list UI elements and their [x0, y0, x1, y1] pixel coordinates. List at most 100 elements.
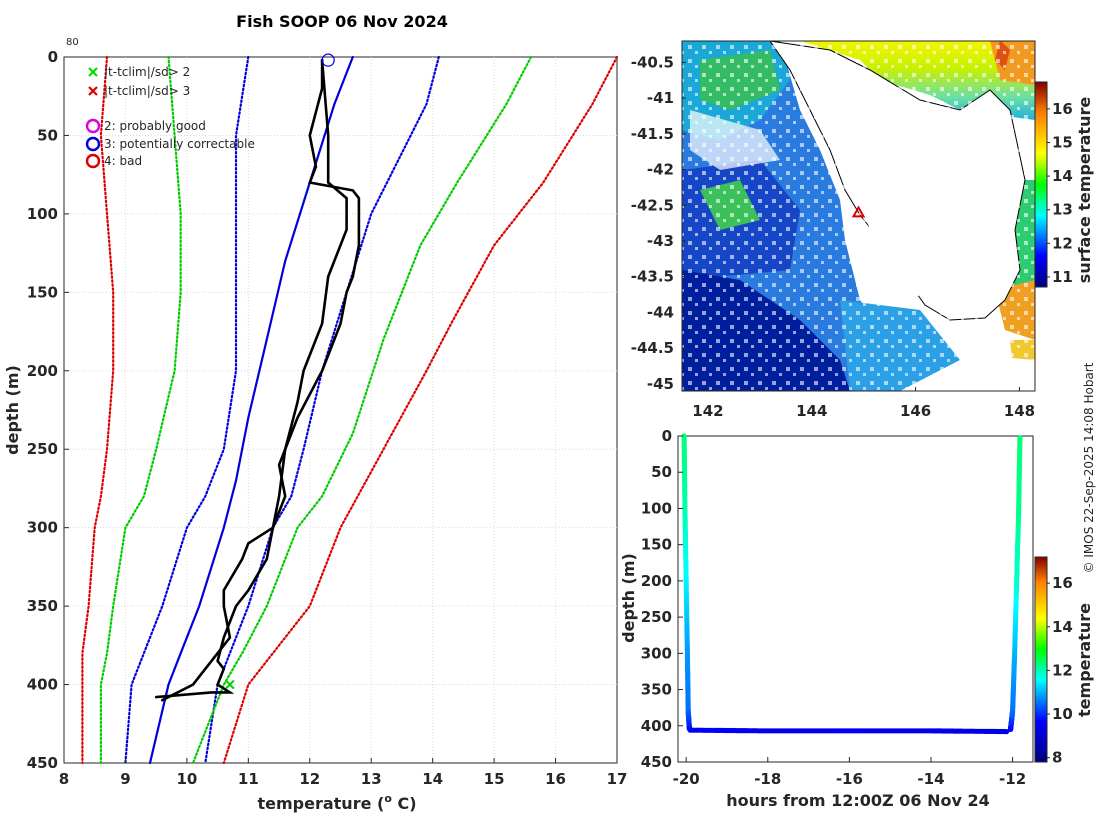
temperature-colorbar-tick-label: 10: [1052, 705, 1073, 723]
time-depth-ytick-label: 300: [641, 644, 672, 662]
time-depth-axes-box: [677, 435, 1034, 763]
map-ytick-label: -43.5: [631, 268, 674, 286]
corner-label: 80: [66, 37, 79, 48]
legend-label: 4: bad: [104, 154, 142, 168]
series-downcast: [681, 433, 693, 732]
sst-colorbar-ticks: 11 12 13 14 15 16: [1047, 100, 1073, 286]
time-depth-ytick-label: 350: [641, 681, 672, 699]
temperature-colorbar-tick-label: 14: [1052, 618, 1073, 636]
map-ytick-label: -42: [647, 161, 674, 179]
time-depth-series: [681, 433, 1023, 735]
map-xtick-label: 148: [1004, 402, 1035, 420]
time-depth-ytick-label: 200: [641, 572, 672, 590]
series-clim_plus2sd: [191, 55, 533, 765]
legend-circle-icon: [85, 153, 101, 169]
sst-map-field: [682, 41, 1035, 391]
time-depth-ticks: -20 -18 -16 -14 -12 0 50 100 150 200 250 300 350 400 4…: [641, 427, 1026, 788]
ship-position-marker: [851, 205, 866, 218]
profile-ytick-label: 450: [27, 754, 58, 772]
sst-colorbar: [1034, 81, 1048, 288]
map-ytick-label: -43: [647, 232, 674, 250]
profile-xlabel-unit: C): [392, 794, 417, 813]
profile-ylabel: depth (m): [3, 365, 22, 455]
legend-item: 2: probably good: [85, 118, 206, 134]
profile-xtick-label: 10: [176, 770, 197, 788]
legend-circle-icon: [85, 118, 101, 134]
series-clim_minus1sd: [124, 55, 250, 765]
time-depth-point: [1017, 435, 1023, 441]
flag-x-marker: [225, 679, 235, 690]
sst-map: 142 144 146 148 -40.5 -41 -41.5 -42 -42.5 -43 -43.…: [631, 40, 1094, 420]
sst-colorbar-tick-label: 16: [1052, 100, 1073, 118]
map-ytick-label: -41: [647, 89, 674, 107]
profile-axes-box: [63, 56, 618, 764]
legend-item: |t-tclim|/sd> 2: [88, 65, 190, 79]
legend-item: 4: bad: [85, 153, 142, 169]
profile-ytick-label: 0: [48, 48, 58, 66]
legend-label: 3: potentially correctable: [104, 137, 255, 151]
map-xtick-label: 146: [900, 402, 931, 420]
legend-label: 2: probably good: [104, 119, 206, 133]
series-upcast: [1008, 435, 1023, 733]
time-depth-ytick-label: 50: [651, 463, 672, 481]
profile-xtick-label: 9: [120, 770, 130, 788]
time-depth-ytick-label: 400: [641, 717, 672, 735]
legend-item: 3: potentially correctable: [85, 136, 255, 152]
map-ytick-label: -40.5: [631, 53, 674, 71]
legend-item: |t-tclim|/sd> 3: [88, 84, 190, 98]
series-clim_minus2sd: [99, 55, 182, 765]
sst-colorbar-label: surface temperature: [1075, 97, 1094, 284]
profile-series-group: [81, 53, 619, 765]
legend: |t-tclim|/sd> 2 |t-tclim|/sd> 3 2: probabl…: [85, 65, 255, 169]
time-depth-ylabel: depth (m): [619, 553, 638, 643]
map-xtick-label: 144: [796, 402, 827, 420]
map-ytick-label: -41.5: [631, 125, 674, 143]
figure-title: Fish SOOP 06 Nov 2024: [236, 12, 448, 31]
profile-xlabel: temperature (o C): [257, 792, 416, 813]
profile-xlabel-main: temperature (: [257, 794, 384, 813]
time-depth-xlabel: hours from 12:00Z 06 Nov 24: [726, 791, 989, 810]
profile-ytick-label: 200: [27, 362, 58, 380]
sst-colorbar-tick-label: 15: [1052, 133, 1073, 151]
temperature-colorbar-label: temperature: [1075, 603, 1094, 717]
temperature-colorbar: [1034, 556, 1048, 763]
series-profile_up: [161, 58, 348, 702]
legend-circle-icon: [85, 136, 101, 152]
time-depth-ytick-label: 250: [641, 608, 672, 626]
series-bottom: [687, 727, 1010, 735]
map-xtick-label: 142: [692, 402, 723, 420]
copyright-notice: © IMOS 22-Sep-2025 14:08 Hobart: [1082, 362, 1096, 573]
time-depth-ytick-label: 450: [641, 753, 672, 771]
series-clim_minus3sd: [81, 55, 115, 765]
series-clim_plus3sd: [222, 55, 619, 765]
profile-ytick-label: 300: [27, 519, 58, 537]
profile-xtick-label: 8: [59, 770, 69, 788]
map-ytick-label: -44: [647, 303, 674, 321]
profile-xtick-label: 13: [361, 770, 382, 788]
profile-ytick-label: 150: [27, 283, 58, 301]
legend-label: |t-tclim|/sd> 2: [104, 65, 190, 79]
profile-xtick-label: 14: [422, 770, 443, 788]
time-depth-xtick-label: -20: [673, 770, 700, 788]
legend-x-icon: [88, 86, 98, 96]
profile-ytick-label: 250: [27, 440, 58, 458]
time-depth-chart: -20 -18 -16 -14 -12 0 50 100 150 200 250 300 350 400 4…: [619, 427, 1094, 810]
profile-ytick-label: 50: [37, 126, 58, 144]
time-depth-point: [1004, 729, 1010, 735]
sst-colorbar-tick-label: 12: [1052, 234, 1073, 252]
profile-xtick-label: 11: [238, 770, 259, 788]
flag-circle-marker: [321, 53, 335, 67]
map-ytick-label: -45: [647, 375, 674, 393]
profile-ytick-label: 400: [27, 676, 58, 694]
time-depth-xtick-label: -12: [999, 770, 1026, 788]
time-depth-ytick-label: 100: [641, 499, 672, 517]
sst-colorbar-tick-label: 11: [1052, 268, 1073, 286]
profile-xtick-label: 17: [607, 770, 628, 788]
profile-grid: [64, 57, 617, 763]
temperature-colorbar-tick-label: 16: [1052, 574, 1073, 592]
sst-colorbar-tick-label: 13: [1052, 201, 1073, 219]
profile-xtick-label: 12: [299, 770, 320, 788]
temperature-colorbar-tick-label: 8: [1052, 749, 1062, 767]
map-ticks: 142 144 146 148 -40.5 -41 -41.5 -42 -42.5 -43 -43.…: [631, 53, 1035, 420]
